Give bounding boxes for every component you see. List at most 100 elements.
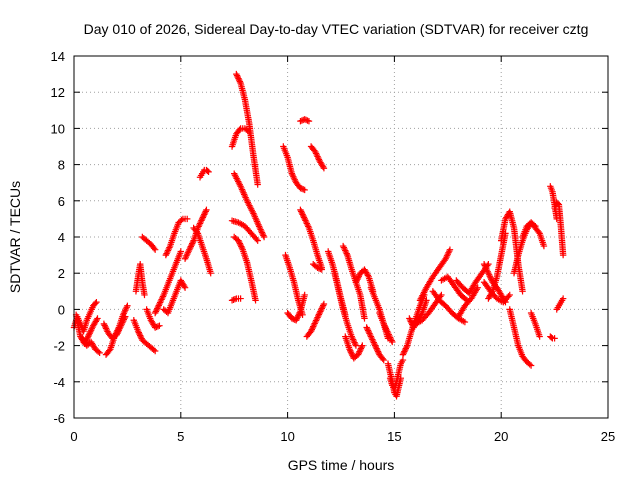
data-point [92,346,102,355]
data-point [344,251,355,271]
data-point [357,291,368,320]
data-point [184,215,191,223]
series-arc19 [228,217,261,244]
series-arc9 [143,306,163,331]
data-point [94,315,101,322]
data-point [335,288,346,311]
data-point [301,186,308,194]
data-point [527,362,535,369]
series-arc37 [376,309,396,346]
data-point [151,323,162,331]
data-point [90,300,99,309]
data-point [235,237,246,252]
data-point [151,246,159,253]
data-point [198,242,210,261]
data-point [305,117,313,125]
series-arc12 [162,215,191,259]
data-point [284,154,295,176]
data-point [557,297,566,306]
data-point [207,270,214,277]
data-point [502,298,509,306]
data-point [130,317,141,333]
data-point [194,217,205,232]
data-point [498,291,508,304]
data-point [365,273,376,293]
data-point [301,116,311,124]
series-arc18 [231,170,268,241]
data-point [361,266,372,279]
data-point [305,224,316,243]
data-point [181,247,192,262]
axis-ticks: 0 5 10 15 20 25 -6 -4 -2 0 2 4 6 8 10 12 14 [51,49,616,444]
series-arc23 [282,251,306,319]
data-point [252,297,259,304]
data-point [363,324,374,339]
series-arc11 [160,277,189,317]
series-arc54 [519,219,548,250]
data-point [297,206,308,221]
data-point [339,306,351,326]
y-tick-label: 12 [51,85,65,100]
data-point [352,342,360,349]
data-point [320,165,328,172]
data-point [241,222,254,236]
data-point [389,338,396,346]
data-point [318,266,325,273]
data-point [111,325,122,340]
data-point [384,329,395,344]
series-arc35 [363,324,387,364]
y-tick-label: 8 [58,158,65,173]
data-point [557,224,567,257]
data-point [134,327,145,342]
series-arc27 [307,143,328,172]
data-point [489,275,500,295]
data-point [519,288,526,295]
series-arc5 [102,302,131,358]
data-point [194,230,205,248]
y-tick-label: 0 [58,302,65,317]
data-point [297,293,308,315]
series-arc3 [79,335,103,357]
data-point [177,248,184,255]
y-tick-label: 14 [51,49,65,64]
data-point [290,279,302,302]
series-arc10 [151,248,184,317]
data-point [339,242,350,257]
data-point [169,289,180,306]
data-point [141,291,148,299]
y-axis-label: SDTVAR / TECUs [7,181,23,293]
data-point [515,342,526,358]
series-arc45 [438,273,471,304]
data-point [361,315,368,322]
data-point [493,253,505,281]
data-point [376,309,387,326]
data-series [70,70,567,400]
series-arc42 [412,291,445,328]
data-point [320,300,328,308]
data-point [536,333,543,340]
series-arc28 [303,300,328,340]
series-arc6 [130,317,159,355]
data-point [331,270,342,293]
data-point [425,302,438,317]
x-axis-label: GPS time / hours [288,457,395,473]
series-arc55 [527,309,543,340]
data-point [527,219,538,230]
data-point [359,342,366,349]
data-point [205,168,212,176]
series-arc25 [297,206,325,271]
series-arc21 [228,295,244,304]
data-point [151,347,159,355]
data-point [250,210,263,230]
data-point [399,356,407,364]
data-point [248,277,259,302]
x-tick-label: 5 [177,429,184,444]
data-point [559,251,567,259]
data-point [233,70,244,85]
data-point [312,311,323,326]
data-point [243,197,256,216]
data-point [301,215,312,230]
data-point [536,230,547,248]
data-point [307,320,318,335]
